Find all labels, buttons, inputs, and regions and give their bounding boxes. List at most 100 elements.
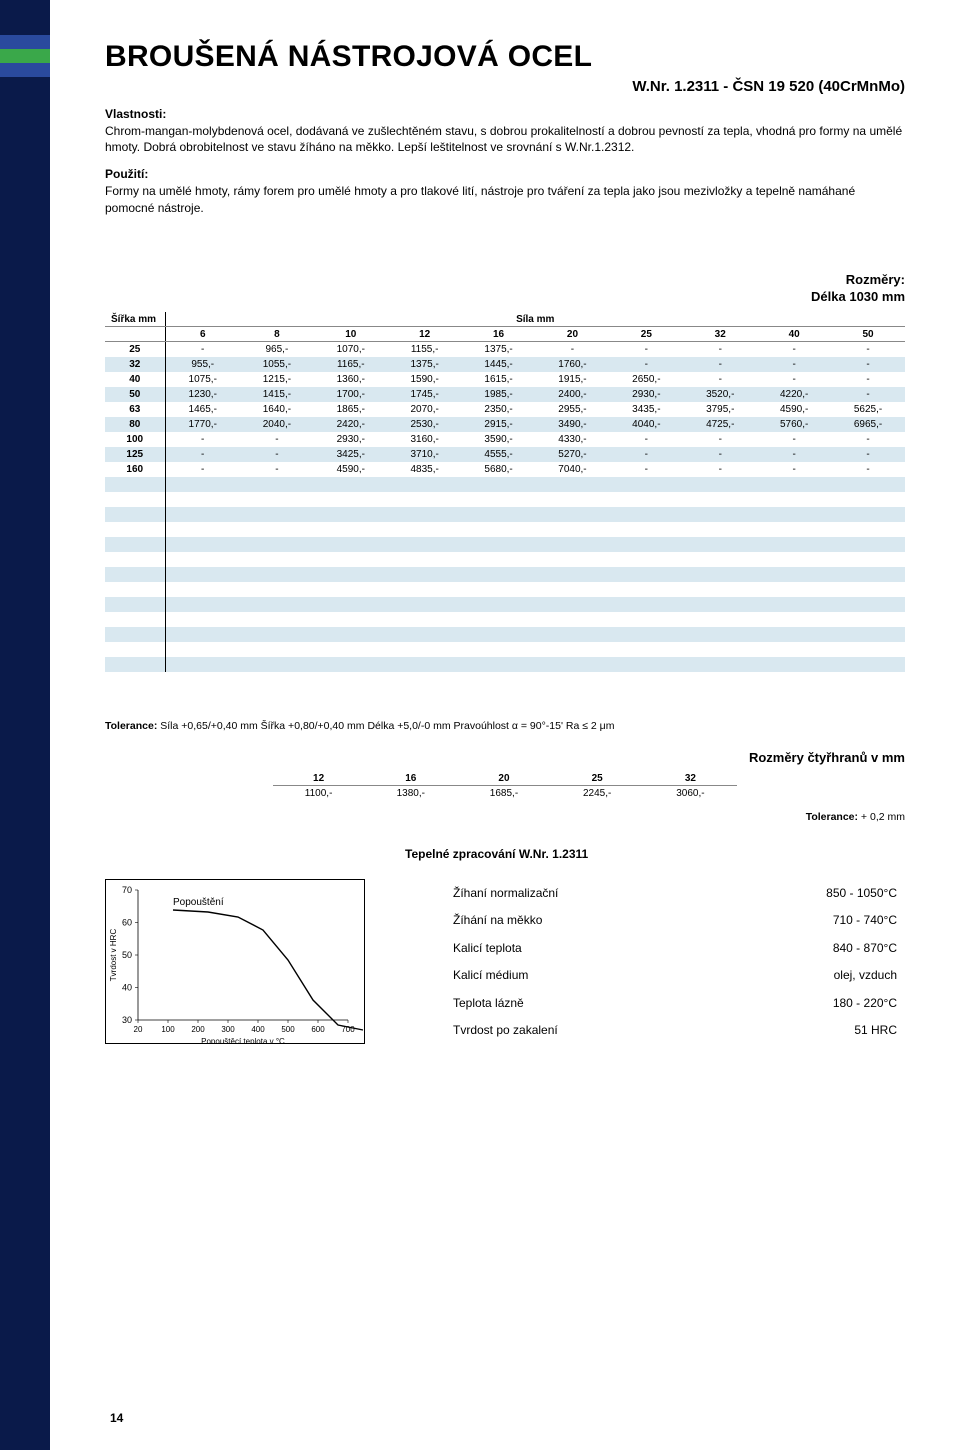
heat-value: olej, vzduch (713, 961, 905, 989)
empty-row (105, 612, 165, 627)
price-cell: 4590,- (757, 402, 831, 417)
tolerance-note: Tolerance: Síla +0,65/+0,40 mm Šířka +0,… (105, 720, 905, 732)
price-cell: 2930,- (609, 387, 683, 402)
empty-row (105, 537, 165, 552)
width-cell: 50 (105, 387, 165, 402)
price-cell: - (683, 372, 757, 387)
width-cell: 25 (105, 342, 165, 357)
decorative-stripe (0, 35, 50, 49)
price-cell: - (757, 462, 831, 477)
empty-row (105, 567, 165, 582)
col-label: 40 (757, 327, 831, 342)
price-cell: 1075,- (165, 372, 240, 387)
svg-text:Tvrdost v HRC: Tvrdost v HRC (109, 928, 118, 981)
price-cell: - (609, 447, 683, 462)
svg-text:60: 60 (122, 917, 132, 927)
price-cell: 1375,- (388, 357, 462, 372)
price-cell: 1465,- (165, 402, 240, 417)
svg-text:Popouštěcí teplota v °C: Popouštěcí teplota v °C (201, 1037, 285, 1043)
price-cell: 5625,- (831, 402, 905, 417)
svg-text:200: 200 (191, 1025, 205, 1034)
width-cell: 160 (105, 462, 165, 477)
material-code: W.Nr. 1.2311 - ČSN 19 520 (40CrMnMo) (105, 78, 905, 95)
price-cell: - (831, 372, 905, 387)
price-cell: - (757, 447, 831, 462)
page-title: BROUŠENÁ NÁSTROJOVÁ OCEL (105, 40, 905, 74)
properties-label: Vlastnosti: (105, 107, 905, 121)
properties-text: Chrom-mangan-molybdenová ocel, dodávaná … (105, 123, 905, 155)
price-cell: - (831, 462, 905, 477)
price-cell: 4835,- (388, 462, 462, 477)
sq-price: 2245,- (551, 786, 644, 801)
width-cell: 100 (105, 432, 165, 447)
heat-param: Tvrdost po zakalení (445, 1016, 713, 1044)
svg-text:20: 20 (134, 1025, 143, 1034)
empty-row (105, 597, 165, 612)
price-cell: 4555,- (462, 447, 536, 462)
empty-row (105, 582, 165, 597)
sq-price: 3060,- (644, 786, 737, 801)
price-cell: - (165, 342, 240, 357)
price-cell: - (683, 462, 757, 477)
decorative-stripe (0, 63, 50, 77)
empty-row (105, 642, 165, 657)
usage-text: Formy na umělé hmoty, rámy forem pro umě… (105, 183, 905, 215)
price-cell: 2915,- (462, 417, 536, 432)
col-label: 8 (240, 327, 314, 342)
price-cell: 3425,- (314, 447, 388, 462)
dimensions-label: Rozměry:Délka 1030 mm (105, 271, 905, 306)
col-label: 25 (609, 327, 683, 342)
price-cell: 2955,- (536, 402, 610, 417)
price-cell: 1055,- (240, 357, 314, 372)
price-cell: - (757, 342, 831, 357)
col-label: 20 (536, 327, 610, 342)
price-cell: - (683, 342, 757, 357)
price-cell: 1230,- (165, 387, 240, 402)
svg-text:50: 50 (122, 950, 132, 960)
price-cell: 1155,- (388, 342, 462, 357)
width-cell: 125 (105, 447, 165, 462)
width-cell: 40 (105, 372, 165, 387)
heat-value: 710 - 740°C (713, 906, 905, 934)
empty-row (105, 492, 165, 507)
price-cell: 2530,- (388, 417, 462, 432)
sq-price: 1380,- (364, 786, 457, 801)
price-cell: 3520,- (683, 387, 757, 402)
empty-row (105, 627, 165, 642)
price-cell: - (683, 447, 757, 462)
price-cell: - (165, 462, 240, 477)
sq-price: 1685,- (457, 786, 550, 801)
price-cell: - (831, 432, 905, 447)
width-cell: 63 (105, 402, 165, 417)
sq-col: 16 (364, 771, 457, 786)
price-cell: - (757, 372, 831, 387)
price-cell: - (240, 432, 314, 447)
price-cell: 1770,- (165, 417, 240, 432)
price-cell: 1760,- (536, 357, 610, 372)
price-cell: 4725,- (683, 417, 757, 432)
svg-text:300: 300 (221, 1025, 235, 1034)
price-cell: 1745,- (388, 387, 462, 402)
width-cell: 32 (105, 357, 165, 372)
empty-row (105, 522, 165, 537)
heat-value: 850 - 1050°C (713, 879, 905, 907)
empty-row (105, 657, 165, 672)
price-cell: - (165, 432, 240, 447)
price-cell: 3710,- (388, 447, 462, 462)
heat-param: Kalicí teplota (445, 934, 713, 962)
price-cell: 5680,- (462, 462, 536, 477)
price-cell: 1415,- (240, 387, 314, 402)
sq-col: 20 (457, 771, 550, 786)
col-label: 12 (388, 327, 462, 342)
col-label: 16 (462, 327, 536, 342)
price-cell: 1375,- (462, 342, 536, 357)
price-cell: 2420,- (314, 417, 388, 432)
sq-col: 32 (644, 771, 737, 786)
price-cell: 2070,- (388, 402, 462, 417)
col-label: 50 (831, 327, 905, 342)
price-table: Šířka mmSíla mm68101216202532405025-965,… (105, 312, 905, 672)
price-cell: 955,- (165, 357, 240, 372)
col-label: 6 (165, 327, 240, 342)
price-cell: - (831, 387, 905, 402)
price-cell: - (609, 357, 683, 372)
